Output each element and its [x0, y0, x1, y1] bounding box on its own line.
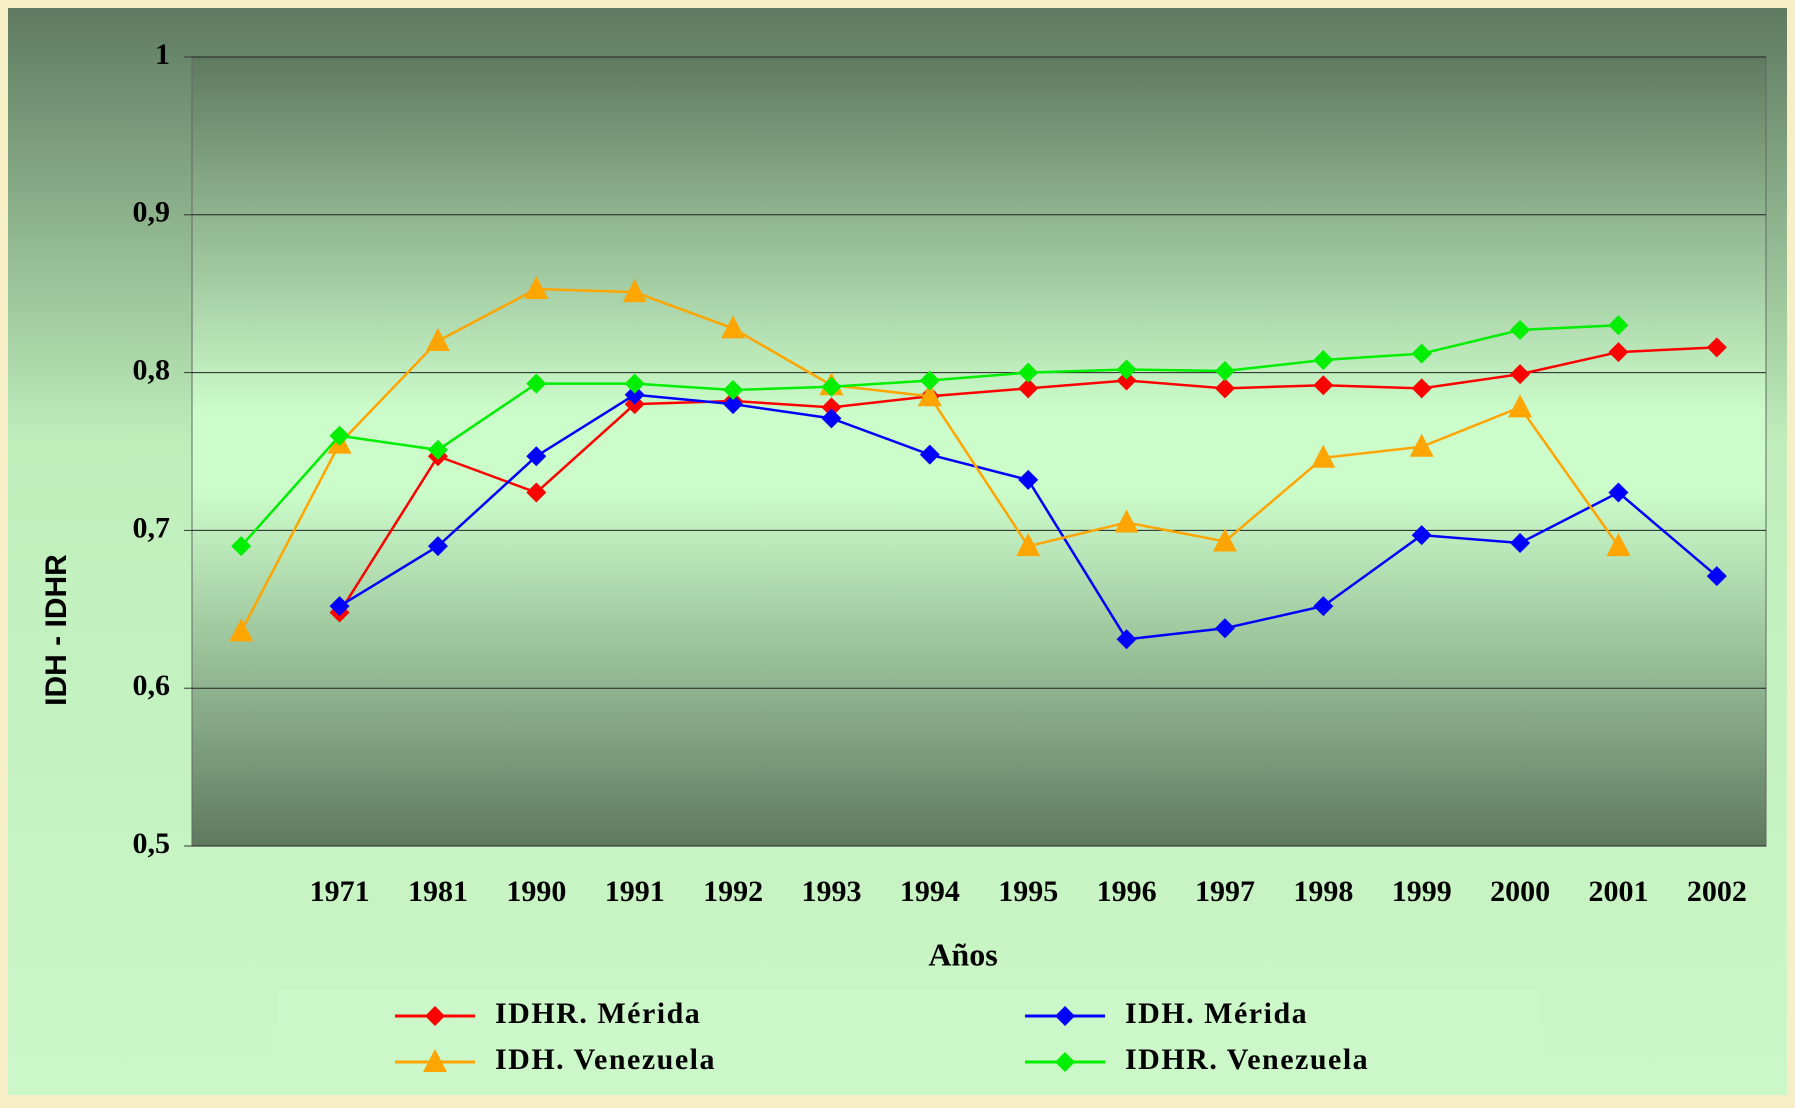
- x-tick-label: 1992: [703, 875, 763, 908]
- data-point: [1411, 378, 1432, 399]
- y-axis-title: IDH - IDHR: [40, 554, 73, 706]
- x-tick-label: 1981: [408, 875, 468, 908]
- data-point: [821, 408, 842, 429]
- data-point: [1508, 394, 1533, 418]
- data-point: [1116, 629, 1137, 650]
- data-point: [1409, 433, 1434, 457]
- x-tick-label: 1993: [801, 875, 861, 908]
- data-point: [427, 536, 448, 557]
- x-tick-label: 2000: [1490, 875, 1550, 908]
- data-point: [1313, 349, 1334, 370]
- data-point: [624, 384, 645, 405]
- y-tick-label: 1: [155, 38, 170, 71]
- y-tick-label: 0,8: [133, 353, 171, 386]
- data-point: [1114, 509, 1139, 533]
- x-tick-label: 2002: [1687, 875, 1747, 908]
- data-point: [821, 376, 842, 397]
- x-tick-label: 1994: [900, 875, 960, 908]
- data-point: [1018, 378, 1039, 399]
- data-point: [1608, 482, 1629, 503]
- legend-box: [277, 991, 1540, 1085]
- data-point: [624, 373, 645, 394]
- data-point: [1411, 525, 1432, 546]
- data-point: [622, 279, 647, 303]
- data-point: [229, 618, 254, 642]
- data-point: [526, 446, 547, 467]
- data-point: [721, 315, 746, 339]
- legend-label: IDH. Mérida: [1125, 997, 1308, 1030]
- data-point: [919, 444, 940, 465]
- data-point: [524, 275, 549, 299]
- data-point: [1608, 315, 1629, 336]
- y-tick-label: 0,5: [133, 827, 171, 860]
- data-point: [1214, 361, 1235, 382]
- x-tick-label: 1995: [998, 875, 1058, 908]
- data-point: [329, 425, 350, 446]
- data-point: [231, 536, 252, 557]
- data-point: [1706, 337, 1727, 358]
- data-point: [1311, 444, 1336, 468]
- data-point: [1212, 528, 1237, 552]
- data-point: [1116, 370, 1137, 391]
- data-point: [1608, 342, 1629, 363]
- data-point: [1214, 378, 1235, 399]
- data-point: [723, 394, 744, 415]
- data-point: [919, 370, 940, 391]
- y-tick-label: 0,9: [133, 196, 171, 229]
- data-point: [1116, 359, 1137, 380]
- legend-marker: [423, 1049, 447, 1072]
- data-point: [1313, 596, 1334, 617]
- data-point: [427, 439, 448, 460]
- x-axis-title: Años: [928, 936, 997, 972]
- x-tick-label: 1998: [1293, 875, 1353, 908]
- data-point: [425, 328, 450, 352]
- legend-label: IDHR. Mérida: [495, 997, 701, 1030]
- y-tick-label: 0,7: [133, 511, 171, 544]
- data-point: [1510, 319, 1531, 340]
- x-tick-label: 2001: [1588, 875, 1648, 908]
- y-tick-label: 0,6: [133, 669, 171, 702]
- plot-area: [191, 56, 1767, 847]
- legend-marker: [1055, 1052, 1075, 1072]
- data-point: [1018, 469, 1039, 490]
- data-point: [1016, 533, 1041, 557]
- data-point: [1606, 533, 1631, 557]
- data-point: [1706, 566, 1727, 587]
- data-point: [329, 596, 350, 617]
- legend-label: IDHR. Venezuela: [1125, 1043, 1369, 1076]
- data-point: [917, 383, 942, 407]
- data-point: [723, 379, 744, 400]
- data-point: [1214, 618, 1235, 639]
- data-point: [1018, 362, 1039, 383]
- legend-marker: [1055, 1006, 1075, 1026]
- x-tick-label: 1999: [1392, 875, 1452, 908]
- data-point: [1510, 533, 1531, 554]
- x-tick-label: 1996: [1097, 875, 1157, 908]
- data-point: [1510, 364, 1531, 385]
- data-point: [526, 373, 547, 394]
- data-point: [821, 397, 842, 418]
- legend-marker: [425, 1006, 445, 1026]
- x-tick-label: 1997: [1195, 875, 1255, 908]
- x-tick-label: 1991: [605, 875, 665, 908]
- data-point: [1411, 343, 1432, 364]
- x-tick-label: 1971: [310, 875, 370, 908]
- data-point: [1313, 375, 1334, 396]
- data-point: [526, 482, 547, 503]
- x-tick-label: 1990: [506, 875, 566, 908]
- legend-label: IDH. Venezuela: [495, 1043, 716, 1076]
